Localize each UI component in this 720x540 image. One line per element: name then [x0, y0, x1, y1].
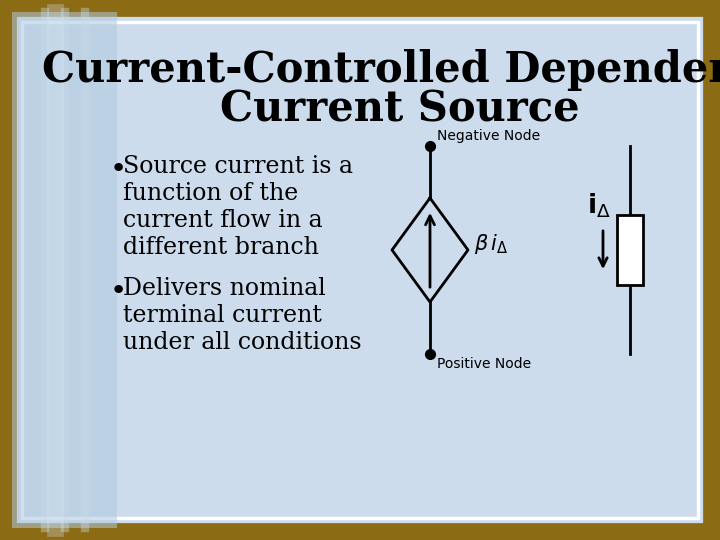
- FancyBboxPatch shape: [12, 12, 117, 528]
- Text: current flow in a: current flow in a: [123, 209, 323, 232]
- Text: $\mathbf{i}_{\Delta}$: $\mathbf{i}_{\Delta}$: [587, 192, 611, 220]
- Text: Source current is a: Source current is a: [123, 155, 353, 178]
- Text: $\beta\,i_{\Delta}$: $\beta\,i_{\Delta}$: [474, 232, 508, 256]
- Text: Current Source: Current Source: [220, 89, 580, 131]
- Text: •: •: [110, 155, 127, 183]
- Text: Current-Controlled Dependent: Current-Controlled Dependent: [42, 49, 720, 91]
- Text: under all conditions: under all conditions: [123, 331, 361, 354]
- Text: Delivers nominal: Delivers nominal: [123, 277, 325, 300]
- Text: function of the: function of the: [123, 182, 298, 205]
- FancyBboxPatch shape: [12, 12, 708, 528]
- Text: different branch: different branch: [123, 236, 319, 259]
- Text: Positive Node: Positive Node: [437, 357, 531, 371]
- Text: terminal current: terminal current: [123, 304, 322, 327]
- FancyBboxPatch shape: [617, 215, 643, 285]
- Text: •: •: [110, 277, 127, 305]
- Text: Negative Node: Negative Node: [437, 129, 540, 143]
